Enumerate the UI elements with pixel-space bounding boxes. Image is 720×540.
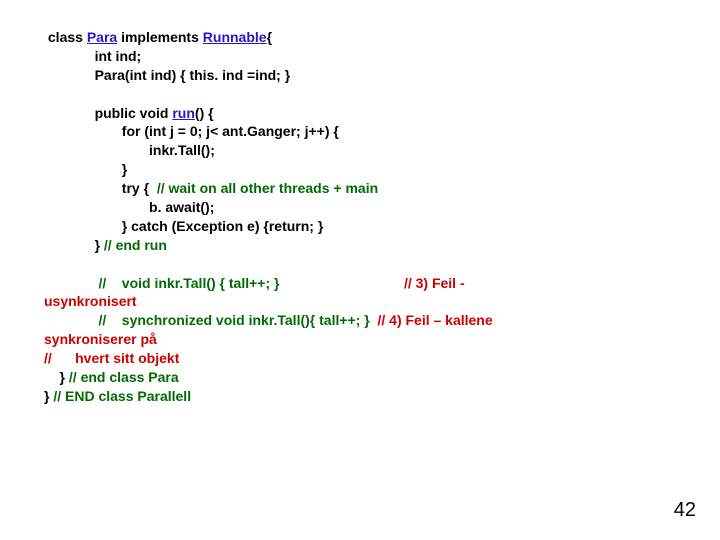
t-l11: } catch (Exception e) {return; }: [44, 218, 323, 234]
code-slide: class Para implements Runnable{ int ind;…: [44, 28, 680, 406]
t-l9b: // wait on all other threads + main: [157, 180, 378, 196]
t-l5a: public void: [44, 105, 172, 121]
t-l8: }: [44, 161, 127, 177]
t-l15: usynkronisert: [44, 293, 137, 309]
t-l18: // hvert sitt objekt: [44, 350, 179, 366]
t-l1c: implements: [117, 29, 203, 45]
t-l14a: // void inkr.Tall() { tall++; }: [44, 275, 404, 291]
t-l1a: class: [44, 29, 87, 45]
t-l3: Para(int ind) { this. ind =ind; }: [44, 67, 290, 83]
t-l16b: // 4) Feil – kallene: [377, 312, 492, 328]
t-l17: synkroniserer på: [44, 331, 157, 347]
t-l1d: Runnable: [203, 29, 267, 45]
t-l20b: // END class Parallell: [53, 388, 191, 404]
t-l16a: // synchronized void inkr.Tall(){ tall++…: [44, 312, 377, 328]
t-l5b: run: [172, 105, 195, 121]
t-l5c: () {: [195, 105, 214, 121]
t-l1b: Para: [87, 29, 117, 45]
t-l7: inkr.Tall();: [44, 142, 215, 158]
t-l19b: // end class Para: [69, 369, 179, 385]
t-l6: for (int j = 0; j< ant.Ganger; j++) {: [44, 123, 339, 139]
t-l14b: // 3) Feil -: [404, 275, 465, 291]
t-l10: b. await();: [44, 199, 214, 215]
code-block: class Para implements Runnable{ int ind;…: [44, 28, 680, 406]
t-l9a: try {: [44, 180, 157, 196]
page-number: 42: [674, 499, 696, 522]
t-l1e: {: [267, 29, 272, 45]
t-l12a: }: [44, 237, 104, 253]
t-l12b: // end run: [104, 237, 167, 253]
t-l20a: }: [44, 388, 53, 404]
t-l19a: }: [44, 369, 69, 385]
t-l2: int ind;: [44, 48, 141, 64]
